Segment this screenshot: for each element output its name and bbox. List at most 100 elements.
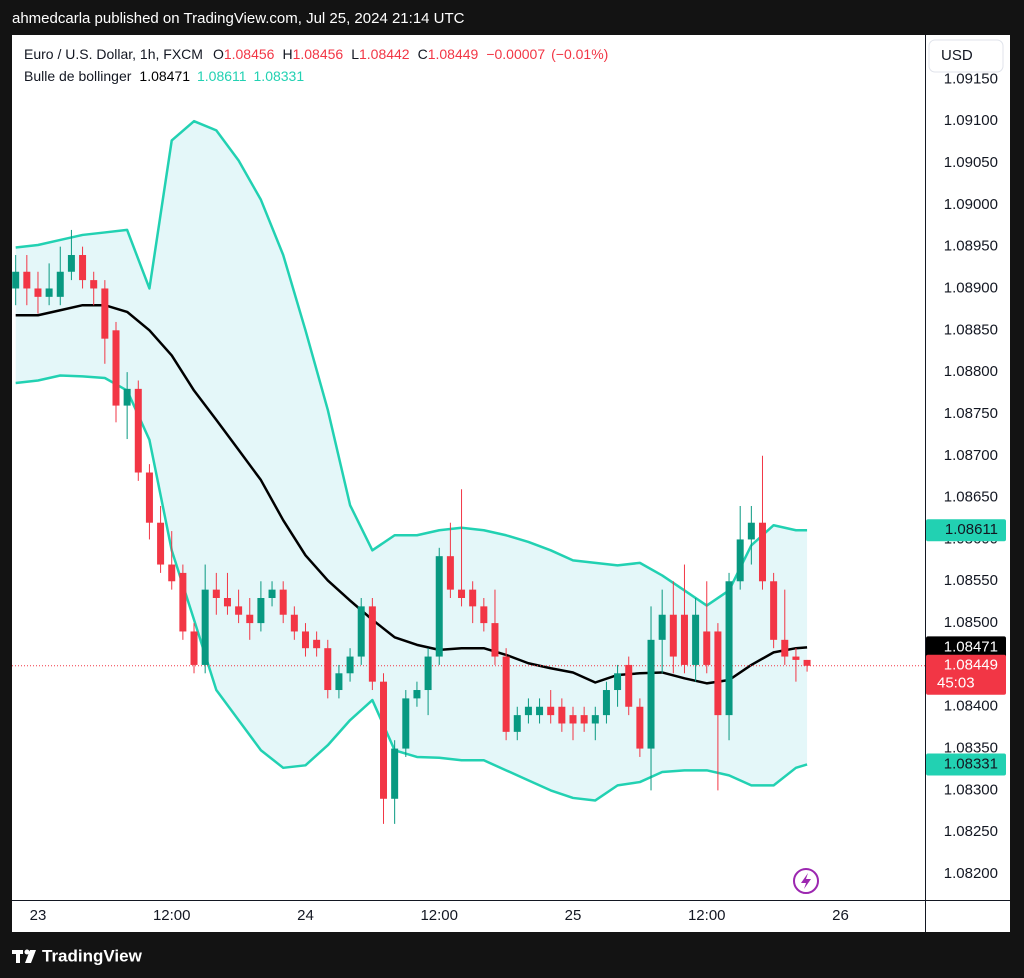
y-tick-label: 1.08750 — [944, 405, 998, 422]
candle-body — [680, 614, 688, 665]
candle-body — [290, 614, 298, 632]
y-tick-label: 1.08800 — [944, 363, 998, 380]
ohlc-prefix: C — [418, 46, 428, 62]
candle-body — [391, 748, 399, 799]
candle-body — [223, 598, 231, 607]
ohlc-prefix: H — [282, 46, 292, 62]
alert-bolt — [801, 873, 811, 889]
y-tick-label: 1.08300 — [944, 781, 998, 798]
candle-body — [235, 606, 243, 615]
candle-body — [413, 690, 421, 699]
x-tick-label: 25 — [565, 907, 582, 924]
x-tick-label: 23 — [30, 907, 47, 924]
candle-body — [536, 706, 544, 716]
legend-upper: 1.08611 — [197, 68, 247, 84]
x-tick-label: 12:00 — [153, 907, 191, 924]
candle-body — [458, 589, 466, 599]
x-tick-label: 26 — [832, 907, 849, 924]
candle-body — [368, 606, 376, 682]
y-tick-label: 1.08200 — [944, 865, 998, 882]
candle-body — [34, 288, 42, 297]
y-tick-label: 1.08500 — [944, 614, 998, 631]
candle-body — [781, 639, 789, 657]
candle-body — [134, 388, 142, 473]
candle-body — [12, 271, 20, 289]
candle-body — [168, 564, 176, 582]
ohlc-prefix: O — [213, 46, 224, 62]
countdown: 45:03 — [937, 675, 975, 692]
basis-badge-bg — [926, 636, 1006, 659]
y-tick-label: 1.08850 — [944, 321, 998, 338]
candle-body — [558, 706, 566, 724]
candle-body — [201, 589, 209, 665]
candle-body — [301, 631, 309, 649]
logo-slash — [25, 950, 36, 963]
candle-body — [446, 556, 454, 590]
axes: 1.08200 1.08250 1.08300 1.08350 1.08400 1.084… — [30, 70, 1006, 924]
candle-body — [658, 614, 666, 640]
candle-body — [123, 388, 131, 406]
ohlc-prefix: L — [351, 46, 359, 62]
candle-body — [669, 614, 677, 657]
candle-body — [569, 715, 577, 724]
ohlc-value: 1.08456 — [224, 46, 275, 62]
candle-body — [67, 255, 75, 272]
y-tick-label: 1.08550 — [944, 572, 998, 589]
band-lower — [15, 374, 808, 802]
y-tick-label: 1.08900 — [944, 279, 998, 296]
candle-body — [101, 288, 109, 339]
candle-body — [179, 572, 187, 632]
candle-body — [747, 522, 755, 540]
candle-body — [591, 715, 599, 724]
candle-body — [480, 606, 488, 624]
band-fill — [15, 121, 808, 801]
candle-body — [502, 656, 510, 732]
band-basis — [15, 303, 808, 685]
ohlc-value: 1.08456 — [293, 46, 344, 62]
candle-body — [56, 271, 64, 297]
y-tick-label: 1.09050 — [944, 154, 998, 171]
chart-title: Euro / U.S. Dollar, 1h, FXCM — [24, 46, 203, 62]
candle-body — [792, 656, 800, 660]
candle-body — [547, 706, 555, 716]
candle-body — [614, 673, 622, 691]
candle-body — [647, 639, 655, 749]
currency-box[interactable] — [928, 39, 1004, 73]
candle-body — [23, 271, 31, 289]
brand[interactable]: TradingView — [42, 946, 143, 965]
basis-badge: 1.08471 — [944, 638, 998, 655]
candle-body — [513, 715, 521, 732]
candle-body — [79, 255, 87, 281]
candle-body — [602, 690, 610, 716]
candle-body — [190, 631, 198, 665]
candle-body — [469, 589, 477, 607]
candle-body — [268, 589, 276, 599]
candle-body — [357, 606, 365, 657]
logo-stem — [16, 950, 20, 963]
candle-body — [346, 656, 354, 674]
indicator-name: Bulle de bollinger — [24, 68, 132, 84]
candle-body — [491, 623, 499, 657]
candle-body — [257, 598, 265, 624]
y-tick-label: 1.09100 — [944, 112, 998, 129]
candle-body — [212, 589, 220, 599]
publish-note: ahmedcarla published on TradingView.com,… — [12, 10, 465, 27]
candle-body — [157, 522, 165, 565]
plot-area — [12, 119, 925, 824]
logo-dot — [24, 949, 30, 955]
candle-body — [112, 330, 120, 406]
candle-body — [636, 706, 644, 749]
candle-body — [45, 288, 53, 297]
candle-body — [279, 589, 287, 615]
x-tick-label: 12:00 — [420, 907, 458, 924]
y-tick-label: 1.09000 — [944, 196, 998, 213]
change: −0.00007 — [486, 46, 545, 62]
candle-body — [435, 556, 443, 657]
candle-body — [714, 631, 722, 716]
candle-body — [402, 698, 410, 749]
upper-badge: 1.08611 — [945, 521, 998, 538]
chart-header: Euro / U.S. Dollar, 1h, FXCM O1.08456 H1.0… — [24, 46, 608, 62]
change-pct: (−0.01%) — [551, 46, 608, 62]
